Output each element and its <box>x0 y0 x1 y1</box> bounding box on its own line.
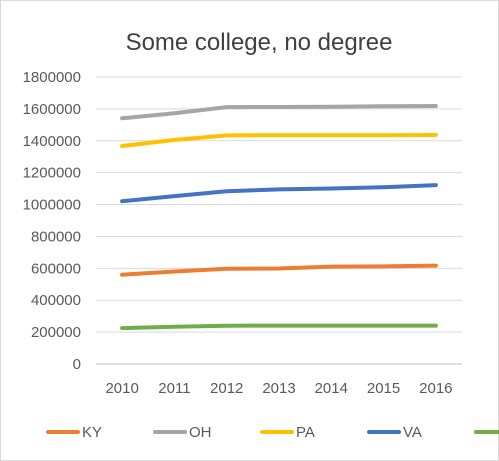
x-tick-label: 2013 <box>262 380 295 397</box>
y-tick-label: 600000 <box>31 260 81 277</box>
gridlines <box>96 76 462 365</box>
series-line-va <box>120 183 438 204</box>
series-line-pa <box>120 133 438 148</box>
x-tick-label: 2012 <box>210 380 243 397</box>
legend: KYOHPAVAWV <box>46 424 499 441</box>
y-tick-label: 1600000 <box>23 101 81 118</box>
legend-label-ky: KY <box>82 424 102 441</box>
y-tick-label: 400000 <box>31 292 81 309</box>
legend-label-va: VA <box>403 424 422 441</box>
y-axis-ticks: 0 200000 400000 600000 800000 1000000 1200000 1… <box>23 69 81 373</box>
y-tick-label: 1800000 <box>23 69 81 86</box>
y-tick-label: 800000 <box>31 228 81 245</box>
x-tick-label: 2011 <box>158 380 190 397</box>
legend-label-pa: PA <box>296 424 315 441</box>
y-tick-label: 1200000 <box>23 165 81 182</box>
x-tick-label: 2014 <box>315 380 348 397</box>
x-tick-label: 2016 <box>419 380 452 397</box>
x-axis-ticks: 2010 2011 2012 2013 2014 2015 2016 <box>105 380 452 397</box>
y-tick-label: 1000000 <box>23 197 81 214</box>
y-tick-label: 1400000 <box>23 133 81 150</box>
series-line-ky <box>120 263 438 277</box>
x-tick-label: 2010 <box>105 380 138 397</box>
x-tick-label: 2015 <box>367 380 400 397</box>
y-tick-label: 0 <box>73 356 81 373</box>
y-tick-label: 200000 <box>31 324 81 341</box>
series-line-oh <box>120 104 438 121</box>
chart-title: Some college, no degree <box>126 29 393 56</box>
legend-label-oh: OH <box>189 424 212 441</box>
series-lines <box>120 104 438 331</box>
series-line-wv <box>120 323 438 331</box>
